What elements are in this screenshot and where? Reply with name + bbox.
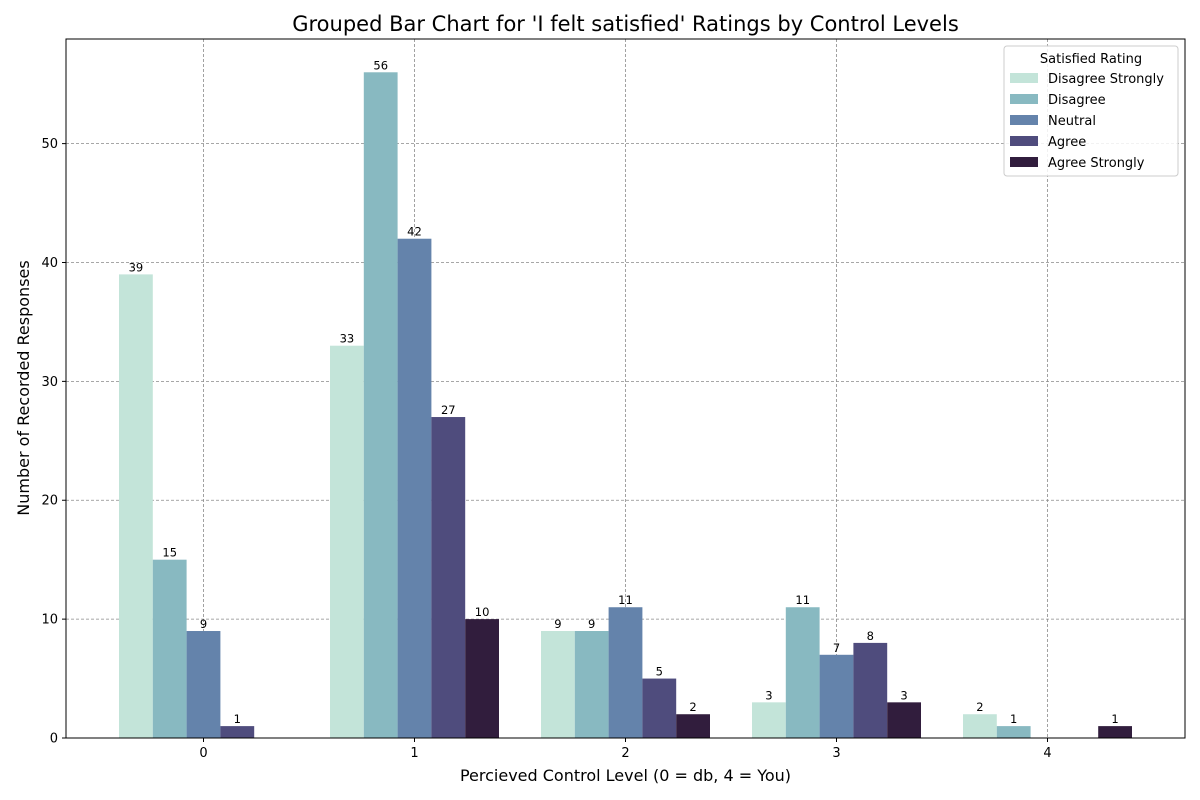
bar — [963, 714, 997, 738]
bar-value-label: 9 — [200, 617, 207, 631]
bar — [642, 678, 677, 738]
ticks-layer: 0 10 20 30 40 50 0 1 2 3 4 — [41, 137, 1051, 761]
bar-value-label: 7 — [833, 641, 840, 655]
bars-layer — [119, 72, 1132, 739]
bar — [220, 726, 255, 738]
x-tick-label: 3 — [832, 746, 840, 761]
legend-swatch — [1010, 94, 1038, 104]
legend-entry-label: Disagree Strongly — [1048, 72, 1164, 87]
bar — [330, 345, 364, 738]
y-axis-label: Number of Recorded Responses — [14, 260, 33, 515]
bar — [608, 607, 643, 738]
bar — [1098, 726, 1132, 738]
bar — [853, 642, 888, 738]
bar — [676, 714, 710, 738]
legend: Satisfied Rating Disagree Strongly Disagr… — [1003, 45, 1179, 177]
bar — [785, 607, 820, 738]
bar — [996, 726, 1031, 738]
x-tick-label: 4 — [1043, 746, 1051, 761]
bar — [119, 274, 153, 738]
bar-value-label: 56 — [373, 58, 388, 72]
x-tick-label: 0 — [199, 746, 207, 761]
legend-title: Satisfied Rating — [1040, 52, 1142, 67]
bar-value-label: 39 — [129, 260, 144, 274]
y-tick-label: 50 — [41, 137, 58, 152]
y-tick-label: 0 — [50, 732, 58, 747]
y-tick-label: 20 — [41, 494, 58, 509]
bar-value-label: 5 — [656, 665, 663, 679]
y-tick-label: 30 — [41, 375, 58, 390]
bar — [887, 702, 921, 738]
bar — [431, 417, 466, 738]
bar-value-label: 2 — [689, 700, 696, 714]
legend-swatch — [1010, 136, 1038, 146]
bar — [397, 238, 432, 738]
bar — [752, 702, 786, 738]
y-tick-label: 40 — [41, 256, 58, 271]
bar-value-label: 11 — [618, 593, 633, 607]
bar — [541, 631, 575, 738]
bar-value-label: 2 — [976, 700, 983, 714]
bar-value-label: 1 — [1010, 712, 1017, 726]
bar-value-label: 27 — [441, 403, 456, 417]
bar-value-label: 3 — [900, 688, 907, 702]
bar — [465, 619, 499, 738]
legend-entry-label: Disagree — [1048, 93, 1106, 108]
bar-value-label: 9 — [588, 617, 595, 631]
bar-value-label: 42 — [407, 225, 422, 239]
bar-value-label: 10 — [475, 605, 490, 619]
bar — [819, 654, 854, 738]
x-axis-label: Percieved Control Level (0 = db, 4 = You… — [460, 766, 791, 785]
bar — [363, 72, 398, 739]
legend-box — [1003, 45, 1179, 177]
bar — [186, 631, 221, 738]
bar-value-label: 9 — [554, 617, 561, 631]
legend-entry-label: Agree — [1048, 135, 1086, 150]
bar — [152, 559, 187, 738]
legend-swatch — [1010, 73, 1038, 83]
y-tick-label: 10 — [41, 613, 58, 628]
x-tick-label: 2 — [621, 746, 629, 761]
bar-value-label: 1 — [234, 712, 241, 726]
x-tick-label: 1 — [410, 746, 418, 761]
legend-entry-label: Agree Strongly — [1048, 156, 1145, 171]
bar-value-label: 3 — [765, 688, 772, 702]
bar-value-label: 33 — [340, 332, 355, 346]
bar-value-label: 1 — [1111, 712, 1118, 726]
legend-swatch — [1010, 115, 1038, 125]
bar-value-label: 15 — [162, 546, 177, 560]
chart-title: Grouped Bar Chart for 'I felt satisfied'… — [292, 12, 959, 36]
legend-entry-label: Neutral — [1048, 114, 1096, 129]
bar — [574, 631, 609, 738]
bar-value-label: 11 — [795, 593, 810, 607]
legend-swatch — [1010, 157, 1038, 167]
bar-value-label: 8 — [867, 629, 874, 643]
